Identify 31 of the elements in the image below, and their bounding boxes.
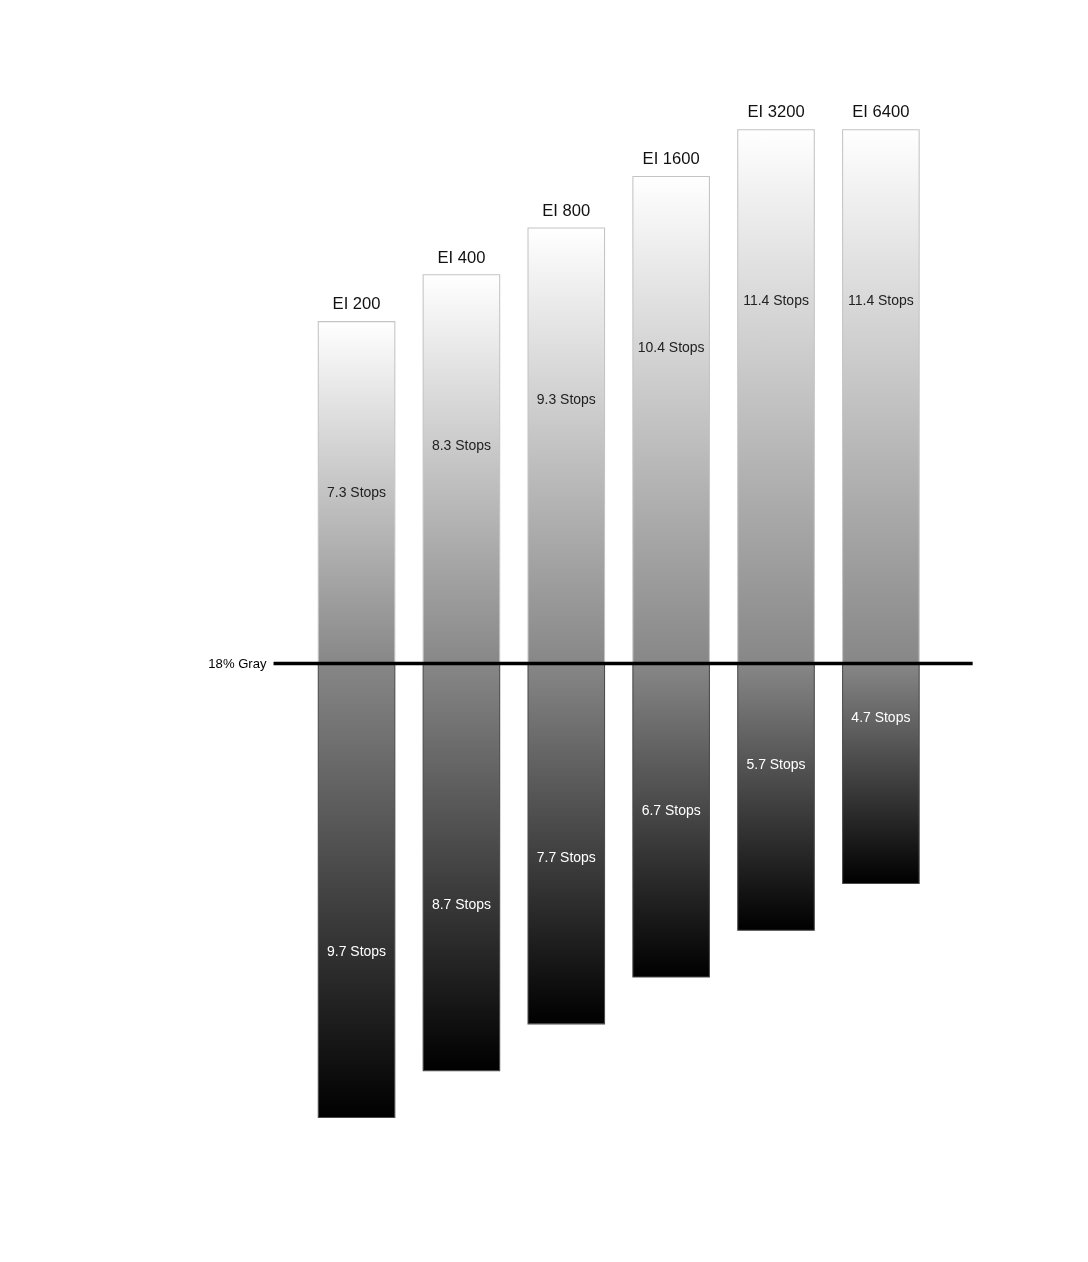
x-tick-label: EI 6400 (852, 102, 910, 122)
annotation: 4.7 Stops (851, 708, 911, 725)
data-label: 7.3 Stops (327, 484, 387, 501)
bar (737, 662, 815, 931)
data-label: 11.4 Stops (743, 292, 809, 309)
x-tick-label: EI 200 (332, 294, 381, 314)
x-tick-label: EI 1600 (642, 149, 700, 169)
x-tick-label: EI 800 (542, 200, 591, 220)
bar (632, 175, 710, 664)
bar (527, 227, 606, 664)
bar (422, 274, 501, 664)
bar (842, 129, 920, 664)
annotation: 9.7 Stops (327, 942, 387, 959)
bar (422, 662, 501, 1072)
data-label: 9.3 Stops (536, 390, 596, 407)
bar (842, 662, 920, 884)
ref-line-label: 18% Gray (208, 655, 267, 671)
data-label: 8.3 Stops (431, 437, 491, 454)
annotation: 5.7 Stops (746, 755, 806, 772)
data-label: 11.4 Stops (848, 292, 914, 309)
bar (317, 662, 396, 1119)
bar (737, 129, 815, 664)
annotation: 8.7 Stops (431, 896, 491, 913)
bar (632, 662, 710, 978)
data-label: 10.4 Stops (637, 339, 705, 356)
x-tick-label: EI 3200 (747, 102, 805, 122)
annotation: 6.7 Stops (641, 802, 701, 819)
x-tick-label: EI 400 (437, 247, 486, 267)
bar (527, 662, 606, 1025)
bar (317, 321, 396, 664)
annotation: 7.7 Stops (536, 849, 596, 866)
